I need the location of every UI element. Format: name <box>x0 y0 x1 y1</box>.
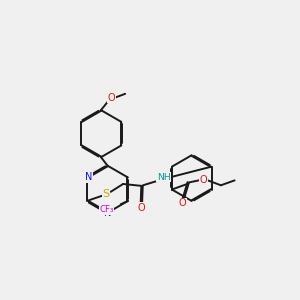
Text: O: O <box>200 176 207 185</box>
Text: NH: NH <box>157 172 170 182</box>
Text: N: N <box>85 172 92 182</box>
Text: S: S <box>103 189 110 199</box>
Text: O: O <box>179 198 187 208</box>
Text: O: O <box>138 203 145 213</box>
Text: CF₃: CF₃ <box>99 205 114 214</box>
Text: O: O <box>108 93 115 103</box>
Text: N: N <box>104 208 112 218</box>
